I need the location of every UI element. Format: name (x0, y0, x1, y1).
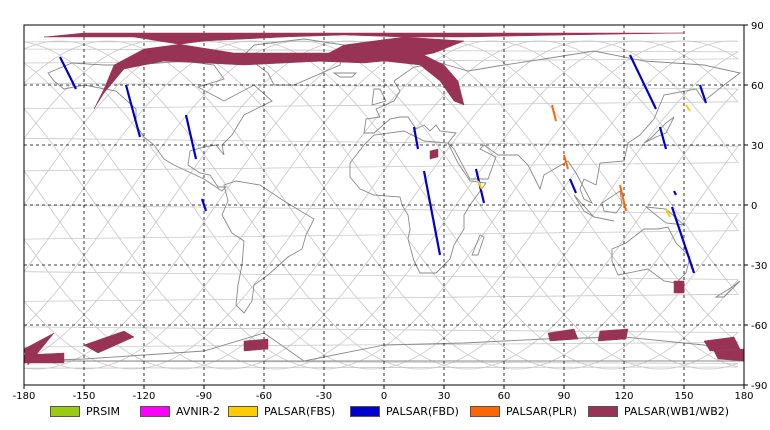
swath-fbd-panama (200, 198, 208, 212)
swath-fbd-africa (422, 170, 442, 256)
swath-antarctic-6 (597, 328, 629, 342)
swath-antarctic-3 (23, 352, 65, 364)
y-tick-label: 30 (751, 141, 764, 152)
coastline (573, 194, 595, 218)
coastline (371, 88, 387, 106)
swath-fbd-indonesia (670, 206, 696, 274)
legend-label: AVNIR-2 (176, 404, 220, 418)
x-tick-label: 120 (614, 391, 633, 400)
legend-label: PALSAR(WB1/WB2) (624, 404, 730, 418)
coastline (221, 180, 315, 314)
y-axis-ticks: 90 60 30 0 -30 -60 -90 (744, 21, 767, 392)
legend-swatch (588, 405, 618, 417)
swath-fbd-kamchatka (698, 84, 708, 104)
y-tick-label: -60 (751, 321, 767, 332)
coastline (363, 50, 742, 205)
y-tick-label: 0 (751, 201, 757, 212)
legend-label: PALSAR(PLR) (506, 404, 577, 418)
x-tick-label: -90 (196, 391, 212, 400)
legend-swatch (140, 405, 170, 417)
swath-fbs-okhotsk (685, 104, 691, 112)
swath-antarctic-4 (243, 338, 269, 352)
coastline (714, 280, 741, 298)
swath-antarctic-8 (713, 348, 745, 362)
x-tick-label: -150 (73, 391, 96, 400)
y-tick-label: 60 (751, 81, 764, 92)
swath-plr-tibet (551, 104, 557, 122)
legend-label: PALSAR(FBS) (264, 404, 336, 418)
swath-fbd-europe (412, 126, 420, 150)
swath-fbd-siberia (629, 54, 657, 110)
swath-plr-bangladesh (563, 154, 569, 170)
x-tick-label: -30 (316, 391, 332, 400)
graticule (24, 25, 744, 385)
swath-fbs-arabia (477, 180, 483, 190)
legend-item: PALSAR(PLR) (470, 403, 577, 419)
x-tick-label: 180 (734, 391, 753, 400)
x-tick-label: 0 (381, 391, 387, 400)
swath-australia-patch (673, 280, 685, 294)
coastline (243, 38, 345, 86)
x-axis-ticks: -180 -150 -120 -90 -60 -30 0 30 60 90 120 150 180 (13, 385, 754, 402)
x-tick-label: 60 (498, 391, 511, 400)
coastline (593, 216, 615, 222)
legend-item: PALSAR(FBS) (228, 403, 335, 419)
coastline (332, 72, 358, 78)
swath-fbd-pacific (673, 190, 677, 196)
coastline (601, 190, 623, 214)
swath-fbd-india (568, 178, 578, 194)
coastline (471, 234, 485, 256)
swath-plr-borneo (619, 184, 627, 212)
swath-fbd-canada (124, 84, 142, 138)
legend-swatch (470, 405, 500, 417)
legend-swatch (350, 405, 380, 417)
x-tick-label: 150 (674, 391, 693, 400)
legend-item: PRSIM (50, 403, 120, 419)
legend-label: PRSIM (86, 404, 120, 418)
legend: PRSIM AVNIR-2 PALSAR(FBS) PALSAR(FBD) PALSAR… (0, 400, 770, 422)
swath-fbd-alaska (59, 56, 77, 90)
swath-antarctic-2 (83, 330, 135, 354)
legend-item: AVNIR-2 (140, 403, 220, 419)
swath-fbd-japan (658, 126, 668, 150)
swath-antarctic-7 (703, 336, 741, 352)
swath-fbd-usa (184, 114, 198, 160)
legend-item: PALSAR(FBD) (350, 403, 459, 419)
legend-swatch (50, 405, 80, 417)
map-canvas: -180 -150 -120 -90 -60 -30 0 30 60 90 120 150 180 90… (13, 21, 768, 402)
legend-label: PALSAR(FBD) (386, 404, 459, 418)
legend-item: PALSAR(WB1/WB2) (588, 403, 729, 419)
coastline (643, 116, 675, 144)
x-tick-label: -60 (256, 391, 272, 400)
swath-fbs-new-guinea (665, 208, 671, 218)
acquisition-swaths (23, 32, 745, 366)
y-tick-label: -90 (751, 381, 767, 392)
x-tick-label: 30 (438, 391, 451, 400)
swath-russia-patch (429, 148, 439, 160)
y-tick-label: -30 (751, 261, 767, 272)
swath-arctic-swath-east (313, 36, 465, 64)
y-tick-label: 90 (751, 21, 764, 32)
swath-antarctic-5 (547, 328, 579, 342)
coastline (349, 130, 487, 274)
x-tick-label: -180 (13, 391, 36, 400)
legend-swatch (228, 405, 258, 417)
x-tick-label: -120 (133, 391, 156, 400)
x-tick-label: 90 (558, 391, 571, 400)
coastline (611, 226, 691, 284)
